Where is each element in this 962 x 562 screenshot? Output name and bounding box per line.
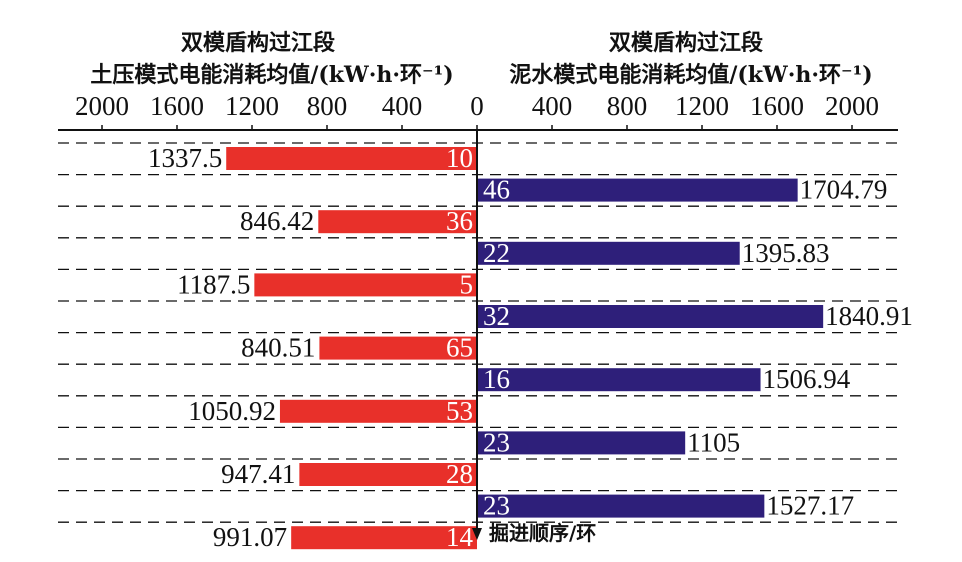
right-bar-count-label: 46 bbox=[483, 175, 510, 205]
left-bar-value-label: 947.41 bbox=[221, 459, 295, 489]
right-bar-value-label: 1704.79 bbox=[800, 175, 888, 205]
right-bar bbox=[478, 241, 740, 265]
right-bar-count-label: 22 bbox=[483, 238, 510, 268]
left-bar-count-label: 10 bbox=[446, 143, 473, 173]
right-bar bbox=[478, 494, 765, 518]
left-bar-count-label: 53 bbox=[446, 396, 473, 426]
left-bar-count-label: 14 bbox=[446, 522, 474, 552]
left-bar-value-label: 846.42 bbox=[240, 206, 314, 236]
tick-label: 800 bbox=[607, 91, 648, 121]
left-bar-value-label: 1337.5 bbox=[148, 143, 222, 173]
left-bar bbox=[226, 147, 477, 170]
tick-label: 1600 bbox=[150, 91, 204, 121]
left-bar bbox=[254, 273, 477, 297]
right-bar bbox=[478, 178, 798, 202]
y-axis-label: 掘进顺序/环 bbox=[489, 521, 596, 545]
tick-label: 400 bbox=[532, 91, 573, 121]
left-bar-count-label: 36 bbox=[446, 206, 473, 236]
right-bar-count-label: 23 bbox=[483, 427, 510, 457]
left-bar-count-label: 65 bbox=[446, 333, 473, 363]
right-bar-value-label: 1506.94 bbox=[763, 364, 851, 394]
left-bar-count-label: 5 bbox=[460, 269, 474, 299]
left-bar-count-label: 28 bbox=[446, 459, 473, 489]
tick-label: 2000 bbox=[75, 91, 129, 121]
left-bar-value-label: 991.07 bbox=[213, 522, 287, 552]
left-bar bbox=[299, 463, 477, 486]
right-bar bbox=[478, 305, 824, 328]
right-title-line1: 双模盾构过江段 bbox=[609, 30, 763, 56]
x-axis-ticks: 2000 1600 1200 800 400 0 400 800 1200 1600 2000 bbox=[75, 91, 879, 130]
right-bar-value-label: 1105 bbox=[687, 427, 740, 457]
bars: 1337.5 10 846.42 36 1187.5 5 840.51 65 1050.92 53… bbox=[148, 143, 913, 552]
right-bar-count-label: 32 bbox=[483, 301, 510, 331]
left-bar-value-label: 840.51 bbox=[241, 333, 315, 363]
tick-label: 400 bbox=[382, 91, 423, 121]
left-title-line1: 双模盾构过江段 bbox=[181, 30, 335, 56]
tick-label: 1200 bbox=[225, 91, 279, 121]
right-bar-value-label: 1395.83 bbox=[742, 238, 830, 268]
tick-label: 0 bbox=[470, 91, 484, 121]
right-bar-value-label: 1527.17 bbox=[766, 491, 854, 521]
tick-label: 1600 bbox=[750, 91, 804, 121]
right-title-line2: 泥水模式电能消耗均值/(kW·h·环⁻¹) bbox=[509, 62, 872, 88]
left-bar bbox=[279, 399, 477, 423]
left-bar bbox=[291, 526, 477, 550]
left-bar bbox=[318, 210, 477, 234]
right-bar-count-label: 16 bbox=[483, 364, 510, 394]
right-bar bbox=[478, 368, 761, 392]
left-bar-value-label: 1187.5 bbox=[177, 269, 250, 299]
down-arrow-icon bbox=[472, 528, 482, 540]
right-bar-value-label: 1840.91 bbox=[825, 301, 913, 331]
right-bar-count-label: 23 bbox=[483, 491, 510, 521]
left-bar-value-label: 1050.92 bbox=[188, 396, 276, 426]
tick-label: 800 bbox=[307, 91, 348, 121]
right-bar bbox=[478, 431, 686, 455]
left-title-line2: 土压模式电能消耗均值/(kW·h·环⁻¹) bbox=[90, 62, 453, 88]
tick-label: 1200 bbox=[675, 91, 729, 121]
left-bar bbox=[319, 336, 477, 360]
tick-label: 2000 bbox=[825, 91, 879, 121]
